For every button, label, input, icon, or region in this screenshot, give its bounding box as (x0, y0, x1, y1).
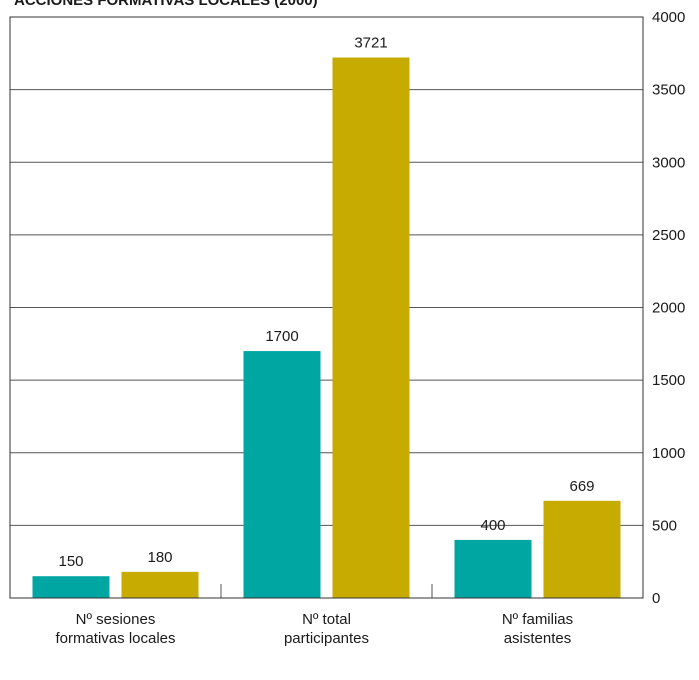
y-tick-label: 3000 (652, 154, 685, 171)
bar-value-label: 400 (480, 517, 505, 534)
bar-value-label: 180 (147, 549, 172, 566)
y-axis-ticks: 0 500 1000 1500 2000 2500 3000 3500 4000 (652, 9, 685, 607)
y-tick-label: 500 (652, 517, 677, 534)
bar (332, 57, 410, 598)
bar-value-label: 1700 (265, 328, 298, 345)
x-category-label: Nº familias (502, 611, 573, 628)
bar-value-label: 150 (58, 553, 83, 570)
bar (543, 500, 621, 598)
bar (121, 571, 199, 598)
bars (32, 57, 621, 598)
bar (32, 576, 110, 598)
x-category-label: Nº total (302, 611, 351, 628)
y-tick-label: 3500 (652, 82, 685, 99)
y-tick-label: 1000 (652, 445, 685, 462)
y-tick-label: 4000 (652, 9, 685, 26)
y-tick-label: 0 (652, 590, 660, 607)
chart-title: ACCIONES FORMATIVAS LOCALES (2000) (14, 0, 318, 9)
bar (454, 539, 532, 598)
y-tick-label: 2500 (652, 227, 685, 244)
x-category-label: formativas locales (55, 630, 175, 647)
y-tick-label: 2000 (652, 300, 685, 317)
x-axis-categories: Nº sesiones formativas locales Nº total par… (55, 584, 573, 647)
y-tick-label: 1500 (652, 372, 685, 389)
plot-frame (9, 16, 644, 599)
value-labels: 150 180 1700 3721 400 669 (58, 35, 594, 571)
bar (243, 351, 321, 598)
bar-value-label: 3721 (354, 35, 387, 52)
bar-value-label: 669 (569, 478, 594, 495)
x-category-label: asistentes (504, 630, 572, 647)
gridlines (10, 89, 643, 526)
x-category-label: Nº sesiones (76, 611, 156, 628)
x-category-label: participantes (284, 630, 369, 647)
